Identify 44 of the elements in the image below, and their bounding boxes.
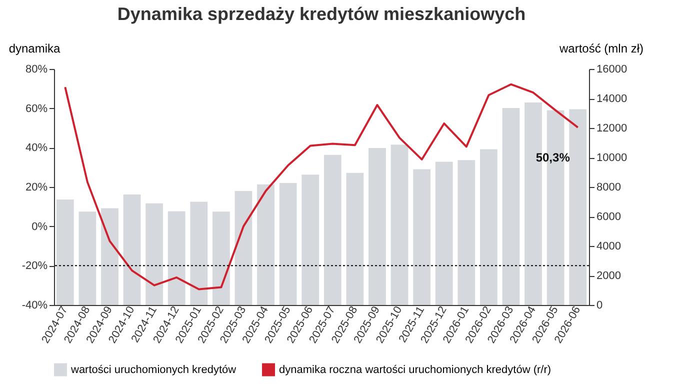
bar [413,169,431,305]
bar [146,203,164,305]
annotation: 50,3% [536,150,570,164]
bar [168,211,186,305]
bar [257,184,274,305]
bar [502,108,520,305]
y2-tick-label: 14000 [596,93,628,105]
y-axis-title: dynamika [8,42,61,56]
bar [190,202,208,305]
bar [302,174,320,305]
y-tick-label: 80% [25,64,48,76]
bar [212,212,230,305]
y2-tick-label: 10000 [596,152,628,164]
y2-axis-title: wartość (mln zł) [558,42,644,56]
y2-tick-label: 0 [596,300,603,312]
bar [324,154,342,305]
y2-tick-label: 12000 [596,122,628,134]
line-series [64,83,579,290]
bar [368,148,386,305]
y-tick-label: 40% [25,142,48,154]
bar [78,212,96,305]
bar [458,160,476,305]
legend-label: dynamika roczna wartości uruchomionych kredytów (r/r) [279,364,552,376]
y2-tick-label: 4000 [596,240,621,252]
y2-tick-label: 16000 [596,64,628,76]
bar [56,200,74,305]
bar [435,162,453,305]
bar [569,109,587,305]
y2-tick-label: 6000 [596,211,621,223]
bar [346,172,364,305]
bar [480,149,498,305]
y2-tick-label: 8000 [596,182,621,194]
bar [101,208,118,305]
bar [123,194,141,305]
y2-tick-label: 2000 [596,270,621,282]
legend-label: wartości uruchomionych kredytów [70,364,236,376]
chart-title: Dynamika sprzedaży kredytów mieszkaniowych [117,4,526,24]
bar [234,190,252,305]
y-tick-label: 20% [25,182,48,194]
bar [279,183,297,305]
y-tick-label: -20% [22,260,48,272]
y-tick-label: 60% [25,102,48,115]
y-tick-label: 0% [32,220,48,233]
bar [390,144,408,305]
